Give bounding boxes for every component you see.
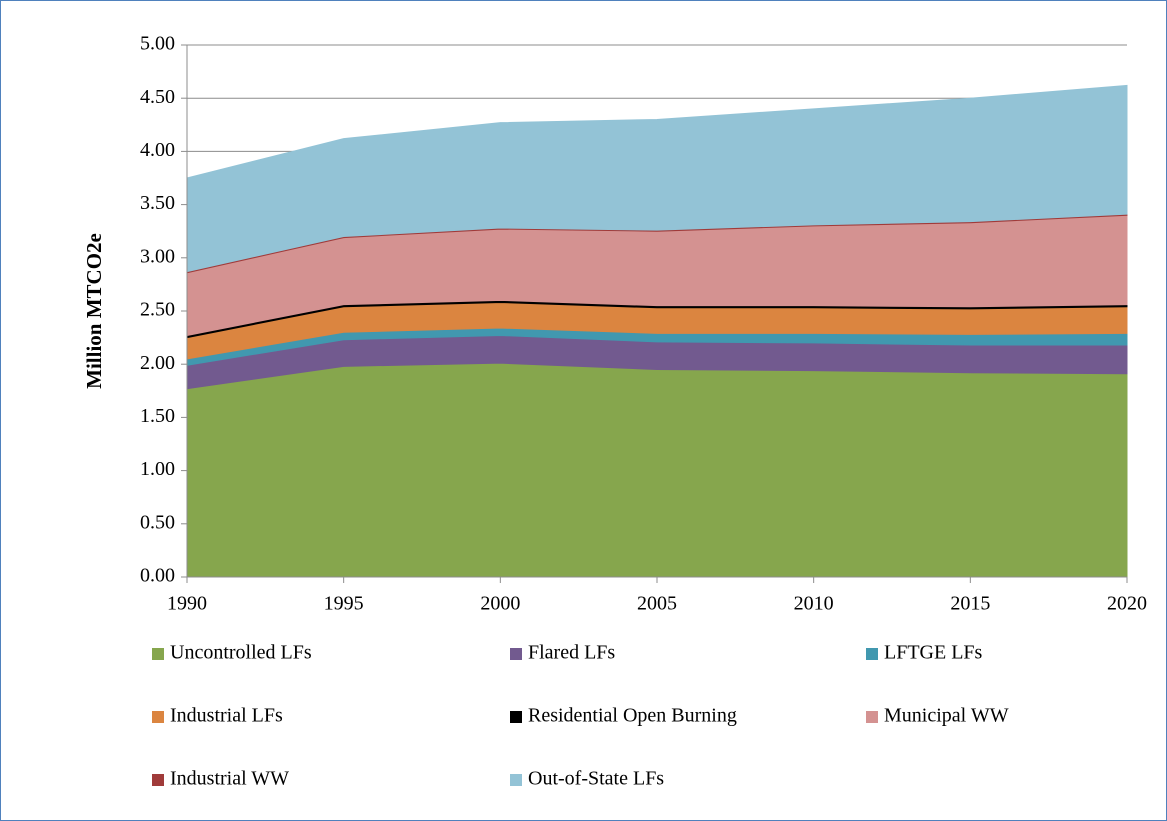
x-tick-label: 2020 bbox=[1107, 593, 1147, 615]
legend-label: Municipal WW bbox=[884, 705, 1009, 727]
x-tick-label: 2000 bbox=[480, 593, 520, 615]
legend-swatch bbox=[866, 711, 878, 723]
legend-swatch bbox=[866, 648, 878, 660]
legend-swatch bbox=[510, 648, 522, 660]
legend-label: Industrial WW bbox=[170, 768, 289, 790]
legend-label: Flared LFs bbox=[528, 642, 615, 664]
legend-label: Out-of-State LFs bbox=[528, 768, 664, 790]
legend-label: Industrial LFs bbox=[170, 705, 283, 727]
y-tick-label: 0.50 bbox=[140, 511, 175, 533]
legend-swatch bbox=[510, 774, 522, 786]
y-tick-label: 3.00 bbox=[140, 245, 175, 267]
legend-swatch bbox=[152, 648, 164, 660]
y-tick-label: 4.50 bbox=[140, 86, 175, 108]
x-tick-label: 1995 bbox=[324, 593, 364, 615]
legend-swatch bbox=[152, 711, 164, 723]
legend-label: Residential Open Burning bbox=[528, 705, 737, 727]
y-tick-label: 1.50 bbox=[140, 405, 175, 427]
legend-swatch bbox=[510, 711, 522, 723]
y-tick-label: 1.00 bbox=[140, 458, 175, 480]
area bbox=[186, 84, 1128, 273]
x-tick-label: 2015 bbox=[950, 593, 990, 615]
legend-label: Uncontrolled LFs bbox=[170, 642, 312, 664]
area bbox=[186, 362, 1128, 578]
y-tick-label: 2.50 bbox=[140, 299, 175, 321]
x-tick-label: 2010 bbox=[794, 593, 834, 615]
y-axis-label: Million MTCO2e bbox=[82, 233, 106, 389]
y-tick-label: 5.00 bbox=[140, 33, 175, 55]
y-tick-label: 2.00 bbox=[140, 352, 175, 374]
y-tick-label: 0.00 bbox=[140, 565, 175, 587]
legend-label: LFTGE LFs bbox=[884, 642, 983, 664]
legend-swatch bbox=[152, 774, 164, 786]
y-tick-label: 3.50 bbox=[140, 192, 175, 214]
x-tick-label: 2005 bbox=[637, 593, 677, 615]
x-tick-label: 1990 bbox=[167, 593, 207, 615]
y-tick-label: 4.00 bbox=[140, 139, 175, 161]
